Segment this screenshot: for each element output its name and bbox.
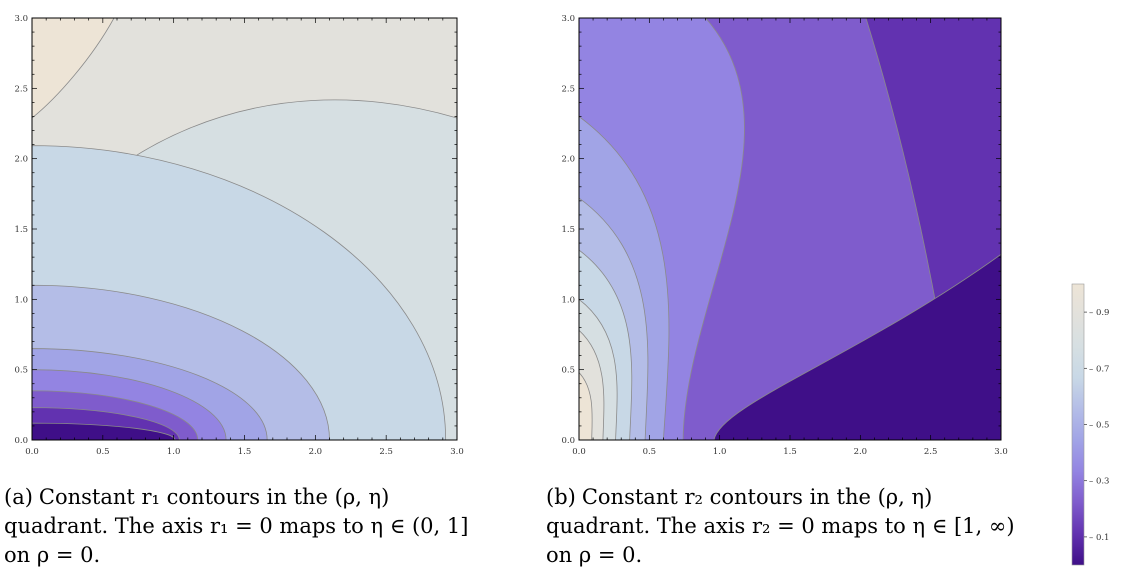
- panel-b-x-tick-label: 1.5: [783, 447, 797, 457]
- panel-b-y-tick-label: 0.0: [561, 436, 575, 446]
- legend-tick-label: – 0.7: [1089, 364, 1109, 374]
- contour-plot-b: 0.0 0.5 1.0 1.5 2.0 2.5 3.0 0.0 0.5 1.0 1.5 2.0 2.5 3…: [561, 14, 1007, 457]
- caption-b-text: Constant r₂ contours in the (ρ, η) quadr…: [546, 485, 1015, 567]
- color-legend: – 0.9 – 0.7 – 0.5 – 0.3 – 0.1: [1071, 283, 1109, 566]
- panel-b-y-tick-label: 1.5: [561, 225, 575, 235]
- panel-a-y-tick-label: 2.5: [14, 84, 28, 94]
- panel-b-x-tick-label: 2.0: [854, 447, 868, 457]
- caption-a: (a) Constant r₁ contours in the (ρ, η) qu…: [4, 483, 494, 570]
- panel-a-x-tick-label: 3.0: [450, 447, 464, 457]
- panel-a-y-tick-label: 1.5: [14, 225, 28, 235]
- panel-a-y-tick-label: 2.0: [14, 155, 28, 165]
- legend-color-bar: [1071, 283, 1085, 566]
- caption-a-text: Constant r₁ contours in the (ρ, η) quadr…: [4, 485, 469, 567]
- panel-b-x-tick-label: 0.0: [572, 447, 586, 457]
- caption-b: (b) Constant r₂ contours in the (ρ, η) qu…: [546, 483, 1036, 570]
- panel-a-x-tick-label: 0.0: [25, 447, 39, 457]
- panel-b-x-tick-label: 2.5: [924, 447, 938, 457]
- legend-tick-label: – 0.9: [1089, 308, 1109, 318]
- legend-tick-label: – 0.3: [1089, 477, 1109, 487]
- panel-b-y-tick-label: 2.5: [561, 84, 575, 94]
- panel-a-x-tick-label: 1.5: [238, 447, 252, 457]
- contour-a-7: [32, 422, 176, 440]
- caption-a-label: (a): [4, 485, 33, 509]
- legend-tick-label: – 0.1: [1089, 533, 1109, 543]
- panel-a-y-tick-label: 0.0: [14, 436, 28, 446]
- panel-a-y-tick-label: 3.0: [14, 14, 28, 24]
- caption-b-label: (b): [546, 485, 576, 509]
- panel-a-x-tick-label: 2.0: [309, 447, 323, 457]
- panel-b-x-tick-label: 3.0: [994, 447, 1008, 457]
- panel-a-x-tick-label: 0.5: [96, 447, 110, 457]
- panel-a-x-tick-label: 2.5: [379, 447, 393, 457]
- panel-b-y-tick-label: 2.0: [561, 155, 575, 165]
- legend-tick-label: – 0.5: [1089, 421, 1109, 431]
- panel-a-x-tick-label: 1.0: [167, 447, 181, 457]
- panel-b-x-tick-label: 1.0: [713, 447, 727, 457]
- contour-plot-a: 0.0 0.5 1.0 1.5 2.0 2.5 3.0 0.0 0.5 1.0 1.5 2.0 2.5 3…: [14, 14, 463, 457]
- region-a-0.9: [32, 18, 115, 119]
- panel-b-y-tick-label: 3.0: [561, 14, 575, 24]
- panel-b-x-tick-label: 0.5: [643, 447, 657, 457]
- region-b-0.1: [713, 253, 1001, 440]
- panel-a-y-tick-label: 0.5: [14, 366, 28, 376]
- panel-b-y-tick-label: 1.0: [561, 295, 575, 305]
- panel-a-y-tick-label: 1.0: [14, 295, 28, 305]
- panel-b-y-tick-label: 0.5: [561, 366, 575, 376]
